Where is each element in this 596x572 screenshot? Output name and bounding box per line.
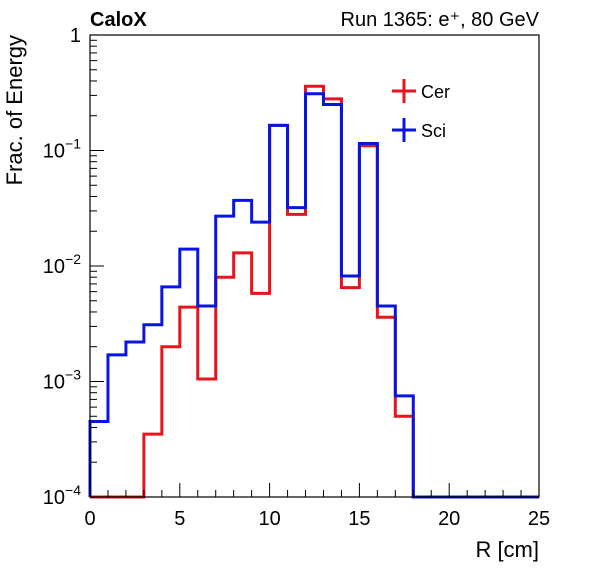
run-info-label: Run 1365: e⁺, 80 GeV: [341, 9, 540, 31]
legend-cer-label: Cer: [421, 82, 450, 102]
x-tick-label: 10: [258, 508, 280, 530]
x-tick-label: 20: [438, 508, 460, 530]
y-tick-label: 10−1: [43, 136, 81, 163]
x-tick-label: 5: [174, 508, 185, 530]
y-axis-title: Frac. of Energy: [2, 35, 27, 185]
y-tick-label: 1: [70, 25, 81, 47]
experiment-label: CaloX: [90, 9, 147, 31]
x-axis: 0 5 10 15 20 25: [84, 483, 550, 530]
x-tick-label: 25: [528, 508, 550, 530]
y-tick-label: 10−2: [43, 251, 81, 278]
legend: Cer Sci: [392, 79, 450, 142]
y-tick-label: 10−4: [43, 482, 81, 509]
legend-sci-label: Sci: [421, 121, 446, 141]
x-tick-label: 0: [84, 508, 95, 530]
series-sci-histogram: [88, 92, 539, 499]
y-tick-label: 10−3: [43, 367, 81, 394]
x-axis-title: R [cm]: [475, 537, 539, 562]
x-tick-label: 15: [348, 508, 370, 530]
y-axis: 1 10−1 10−2 10−3 10−4: [43, 25, 104, 509]
